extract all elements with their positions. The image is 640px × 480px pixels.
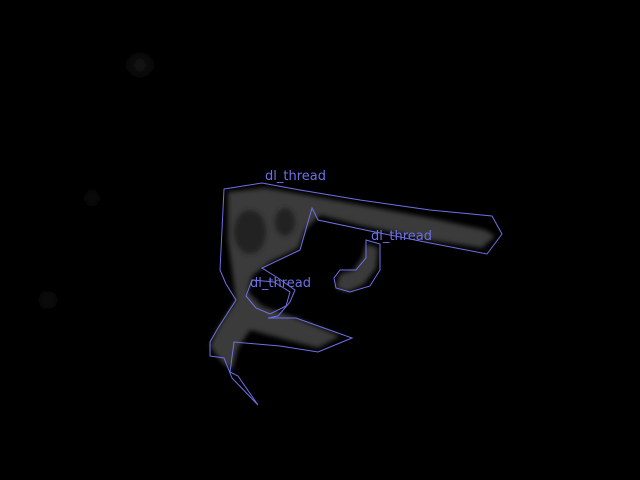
thread-shading [234, 208, 295, 254]
annotation-polygon-3 [245, 279, 291, 315]
annotation-polygons [209, 182, 503, 406]
annotation-label-2: dl_thread [371, 229, 432, 244]
annotation-labels: dl_thread dl_thread dl_thread [250, 169, 432, 291]
annotation-label-3: dl_thread [250, 276, 311, 291]
annotation-label-1: dl_thread [265, 169, 326, 184]
thread-object-small [336, 244, 378, 292]
annotation-polygon-1 [209, 182, 503, 406]
background-specks [40, 57, 150, 305]
annotation-polygon-2 [333, 239, 381, 293]
